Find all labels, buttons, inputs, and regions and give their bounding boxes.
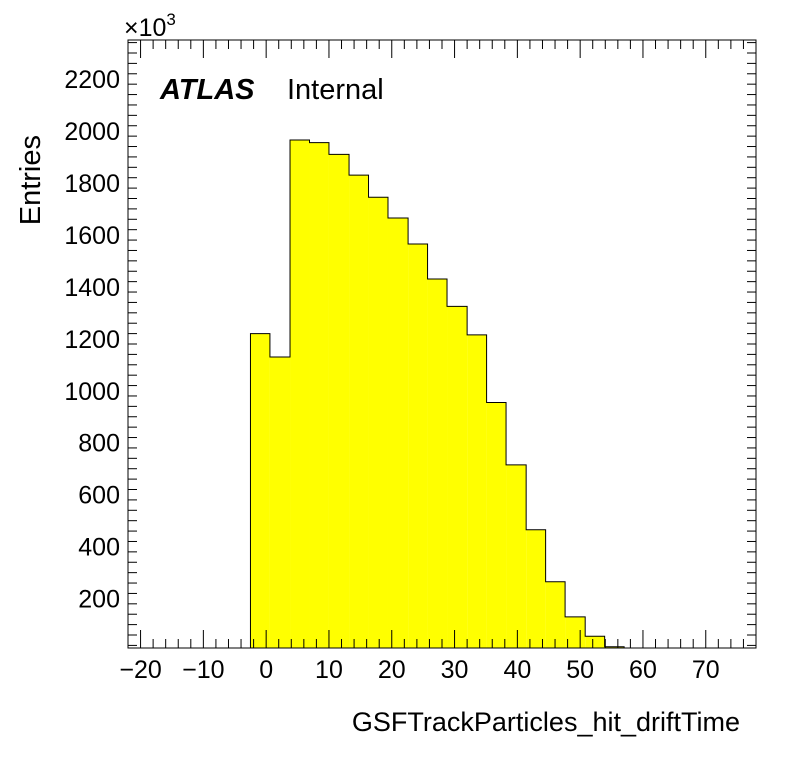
y-tick-label: 400	[78, 534, 120, 562]
axis-ticks	[127, 40, 757, 648]
x-tick-labels: −20 −10 0 10 20 30 40 50 60 70	[119, 656, 719, 684]
x-tick-label: 0	[259, 656, 273, 684]
y-tick-label: 1000	[64, 378, 120, 406]
histogram-bin	[565, 616, 586, 648]
x-tick-label: −10	[182, 656, 224, 684]
y-tick-label: 1600	[64, 222, 120, 250]
x-tick-label: 30	[441, 656, 469, 684]
y-multiplier-base: ×10	[124, 14, 166, 42]
histogram-bin	[486, 402, 507, 648]
y-tick-label: 1800	[64, 170, 120, 198]
histogram-bin	[506, 464, 527, 648]
histogram-bin	[368, 197, 388, 648]
y-multiplier-exponent: 3	[166, 10, 175, 29]
histogram-bin	[408, 243, 428, 648]
y-multiplier: ×103	[124, 10, 176, 42]
histogram-bin	[585, 636, 605, 648]
histogram-bin	[467, 334, 487, 648]
x-tick-label: 50	[566, 656, 594, 684]
histogram-outline	[249, 139, 625, 648]
histogram-bin	[250, 333, 270, 648]
histogram-bin	[604, 646, 625, 648]
histogram-bin	[427, 279, 448, 648]
y-axis-label: Entries	[15, 135, 47, 225]
histogram-bin	[387, 217, 409, 648]
y-tick-label: 1200	[64, 326, 120, 354]
y-tick-label: 2200	[64, 66, 120, 94]
y-tick-label: 600	[78, 482, 120, 510]
x-tick-label: 60	[629, 656, 657, 684]
histogram-bin	[526, 529, 546, 648]
y-tick-label: 2000	[64, 118, 120, 146]
histogram-bin	[545, 581, 566, 648]
y-tick-label: 1400	[64, 274, 120, 302]
x-tick-label: 20	[378, 656, 406, 684]
x-tick-label: 70	[692, 656, 720, 684]
histogram-bin	[349, 175, 369, 648]
y-tick-labels: 200 400 600 800 1000 1200 1400 1600 1800 2000 2200	[64, 66, 120, 614]
histogram-bars	[250, 140, 625, 649]
x-tick-label: 10	[315, 656, 343, 684]
histogram-bin	[269, 356, 291, 648]
y-tick-label: 800	[78, 430, 120, 458]
x-tick-label: 40	[503, 656, 531, 684]
x-axis-label: GSFTrackParticles_hit_driftTime	[352, 707, 740, 737]
histogram-bin	[290, 140, 310, 649]
internal-label: Internal	[287, 74, 384, 106]
x-tick-label: −20	[119, 656, 161, 684]
histogram-bin	[447, 306, 468, 648]
y-tick-label: 200	[78, 586, 120, 614]
histogram-bin	[328, 154, 350, 649]
histogram-bin	[309, 142, 329, 648]
atlas-label: ATLAS	[159, 74, 255, 106]
